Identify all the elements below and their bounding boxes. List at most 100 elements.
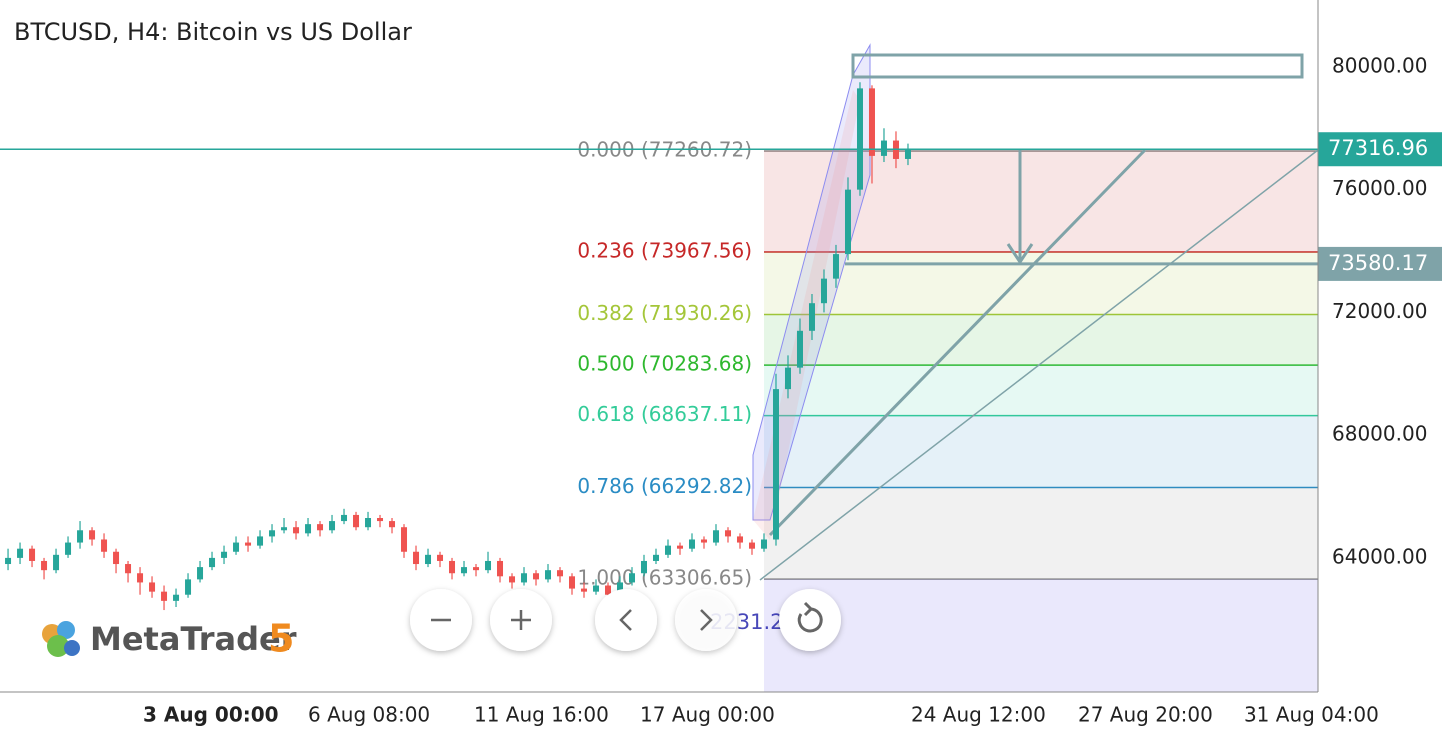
drawing-tools: [752, 43, 1319, 581]
candle-body: [581, 588, 588, 592]
candle-body: [317, 524, 324, 531]
candle-body: [161, 591, 168, 601]
y-tick-label: 64000.00: [1332, 544, 1427, 568]
candle-body: [653, 554, 660, 561]
candle-body: [880, 140, 887, 156]
candle-body: [365, 518, 372, 528]
candle-body: [77, 530, 84, 543]
candle-body: [748, 542, 755, 549]
arrow-head: [1006, 243, 1034, 265]
candle-body: [473, 567, 480, 571]
fib-zone: [764, 252, 1318, 315]
fib-label: 0.786 (66292.82): [577, 474, 752, 498]
logo-name: MetaTrader: [90, 620, 297, 658]
candle-body: [593, 585, 600, 592]
zoom-in-button[interactable]: [490, 589, 552, 651]
x-tick-label: 11 Aug 16:00: [474, 703, 609, 727]
candle-body: [485, 560, 492, 571]
candle-body: [341, 514, 348, 522]
reset-button[interactable]: [779, 589, 841, 651]
candle-body: [832, 254, 839, 279]
candle-body: [557, 570, 564, 577]
candle-body: [17, 548, 24, 558]
fib-zone: [764, 415, 1318, 488]
candle-body: [329, 521, 336, 531]
candle-body: [389, 521, 396, 528]
candle-body: [197, 567, 204, 580]
price-label-box: [1318, 132, 1442, 167]
candle-body: [820, 278, 827, 304]
candle-body: [377, 518, 384, 522]
candle-body: [437, 554, 444, 561]
y-tick-label: 76000.00: [1332, 176, 1427, 200]
candle-body: [545, 570, 552, 580]
price-label: 77316.96: [1328, 136, 1428, 160]
axis-labels: 64000.00 68000.00 72000.00 76000.00 80000.00…: [143, 53, 1427, 726]
candle-body: [269, 530, 276, 537]
candle-body: [305, 524, 312, 534]
candle-body: [413, 551, 420, 565]
fib-zone: [764, 314, 1318, 366]
candle-body: [5, 557, 12, 565]
candle-body: [65, 542, 72, 555]
candle-body: [425, 554, 432, 565]
logo-version: 5: [268, 617, 294, 661]
fib-zone: [764, 579, 1318, 692]
trend-line: [759, 149, 1319, 581]
candle-body: [605, 585, 612, 595]
candle-body: [449, 560, 456, 574]
price-lines: 77316.96 73580.17: [0, 132, 1442, 281]
zoom-out-button[interactable]: [410, 589, 472, 651]
candle-body: [808, 303, 815, 331]
fib-label: 0.236 (73967.56): [577, 239, 752, 263]
candle-body: [209, 557, 216, 568]
candle-body: [185, 579, 192, 595]
candle-body: [569, 576, 576, 589]
channel-fill: [753, 90, 860, 540]
candle-body: [125, 564, 132, 574]
x-tick-label: 27 Aug 20:00: [1078, 703, 1213, 727]
trend-line: [768, 148, 1147, 537]
y-tick-label: 68000.00: [1332, 422, 1427, 446]
candle-body: [137, 573, 144, 583]
candle-body: [772, 389, 779, 540]
fib-label: 0.500 (70283.68): [577, 352, 752, 376]
candle-body: [641, 560, 648, 574]
candle-body: [760, 539, 767, 549]
candles: [5, 82, 911, 611]
x-tick-label: 24 Aug 12:00: [911, 703, 1046, 727]
candle-body: [688, 539, 695, 549]
candle-body: [401, 527, 408, 552]
price-label: 73580.17: [1328, 251, 1428, 275]
candle-body: [784, 367, 791, 390]
candle-body: [629, 573, 636, 583]
y-tick-label: 72000.00: [1332, 299, 1427, 323]
candle-body: [257, 536, 264, 546]
fib-zone: [764, 365, 1318, 416]
target-box: [851, 53, 1304, 79]
candle-body: [461, 567, 468, 574]
fib-label: 1.000 (63306.65): [577, 566, 752, 590]
candle-body: [676, 545, 683, 549]
candle-body: [149, 582, 156, 592]
candle-body: [221, 551, 228, 558]
candle-body: [724, 530, 731, 537]
candle-body: [700, 539, 707, 543]
candle-body: [521, 573, 528, 583]
scroll-left-button[interactable]: [595, 589, 657, 651]
fib-zone: [764, 487, 1318, 580]
candle-body: [509, 576, 516, 583]
scroll-right-button[interactable]: [675, 589, 737, 651]
price-label-box: [1318, 246, 1442, 281]
candle-body: [293, 527, 300, 534]
candle-body: [89, 530, 96, 540]
x-tick-label: 6 Aug 08:00: [308, 703, 430, 727]
candle-body: [245, 542, 252, 546]
candle-body: [533, 573, 540, 580]
candle-body: [41, 560, 48, 571]
candle-body: [233, 542, 240, 552]
candle-body: [664, 545, 671, 555]
candle-body: [868, 88, 875, 156]
candle-body: [29, 548, 36, 561]
